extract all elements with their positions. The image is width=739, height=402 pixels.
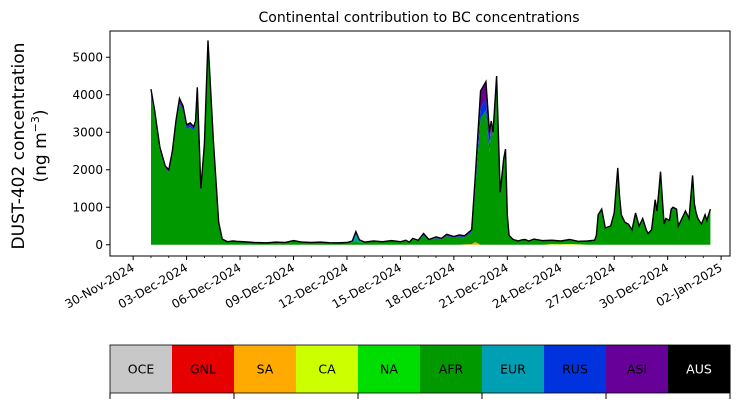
- x-axis-ticks: 30-Nov-202403-Dec-202406-Dec-202409-Dec-…: [62, 256, 725, 311]
- legend-swatch-eur: [482, 345, 545, 393]
- area-afr: [150, 46, 711, 245]
- legend-label-oce: OCE: [128, 362, 155, 377]
- legend-frame: [109, 344, 731, 394]
- area-eur: [150, 46, 711, 243]
- legend-label-aus: AUS: [686, 362, 712, 377]
- legend-swatch-aus: [668, 345, 731, 393]
- y-tick-label: 0: [95, 238, 103, 252]
- legend-label-asi: ASI: [627, 362, 647, 377]
- area-asi: [150, 41, 711, 243]
- y-tick-label: 1000: [72, 200, 103, 214]
- y-tick-label: 3000: [72, 125, 103, 139]
- legend-swatch-rus: [544, 345, 607, 393]
- stacked-areas: [150, 40, 711, 245]
- legend: OCE GNL SA CA NA AFR EUR RUS ASI AUS: [109, 344, 731, 399]
- legend-label-sa: SA: [257, 362, 274, 377]
- area-rus: [150, 43, 711, 243]
- legend-label-gnl: GNL: [190, 362, 216, 377]
- y-axis-label-line2: (ng m−3): [29, 109, 51, 182]
- legend-label-na: NA: [380, 362, 398, 377]
- chart-title: Continental contribution to BC concentra…: [258, 10, 579, 26]
- plot-frame: [109, 30, 731, 257]
- y-tick-label: 4000: [72, 88, 103, 102]
- legend-label-rus: RUS: [562, 362, 588, 377]
- legend-swatch-sa: [234, 345, 297, 393]
- legend-swatch-na: [358, 345, 421, 393]
- legend-swatch-asi: [606, 345, 669, 393]
- legend-label-afr: AFR: [439, 362, 464, 377]
- legend-swatch-afr: [420, 345, 483, 393]
- y-tick-label: 5000: [72, 50, 103, 64]
- legend-swatch-ca: [296, 345, 359, 393]
- total-line: [150, 40, 712, 244]
- y-axis-label-line1: DUST-402 concentration: [9, 43, 29, 250]
- y-axis-label: DUST-402 concentration (ng m−3): [9, 43, 51, 250]
- y-tick-label: 2000: [72, 163, 103, 177]
- legend-label-eur: EUR: [500, 362, 526, 377]
- y-axis-ticks: 0 1000 2000 3000 4000 5000: [72, 50, 110, 252]
- legend-label-ca: CA: [318, 362, 336, 377]
- legend-swatch-oce: [110, 345, 173, 393]
- area-ca: [150, 242, 711, 245]
- legend-swatch-gnl: [172, 345, 235, 393]
- area-aus: [150, 40, 711, 243]
